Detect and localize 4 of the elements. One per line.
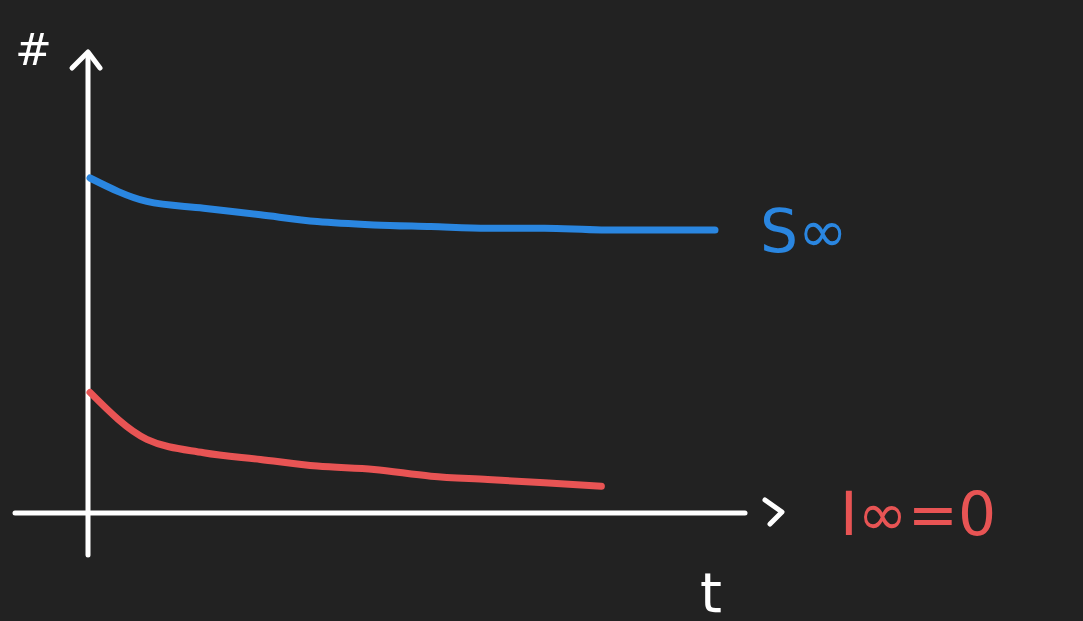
x-axis-title: t <box>700 560 722 621</box>
text: I∞=0 <box>840 479 997 549</box>
series-label: S∞ <box>760 195 849 266</box>
y-axis-title: # <box>15 24 52 75</box>
